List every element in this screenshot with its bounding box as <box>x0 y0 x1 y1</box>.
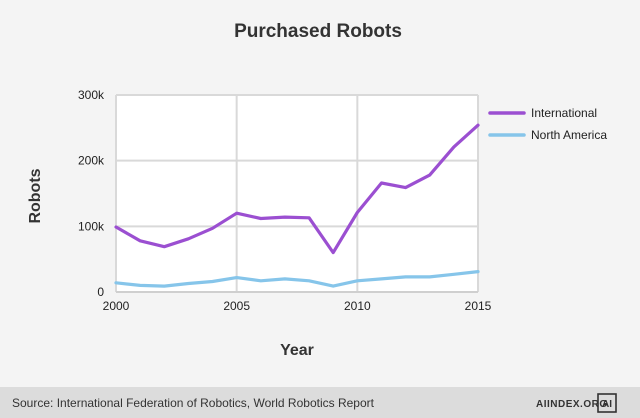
svg-text:AI: AI <box>602 399 612 410</box>
y-tick-label: 300k <box>78 88 105 102</box>
plot-area <box>116 95 478 292</box>
grid <box>115 94 479 293</box>
legend-label: International <box>531 106 597 120</box>
footer-bar <box>0 387 640 418</box>
y-tick-label: 0 <box>97 285 104 299</box>
series-line <box>114 123 480 255</box>
y-axis-title: Robots <box>27 168 44 223</box>
x-tick-label: 2010 <box>344 299 371 313</box>
x-axis-title: Year <box>280 342 314 359</box>
series-lines <box>114 123 480 288</box>
source-note: Source: International Federation of Robo… <box>12 396 375 410</box>
legend-label: North America <box>531 128 607 142</box>
series-line <box>114 270 480 288</box>
axis-ticks: 0 100k 200k 300k 2000 2005 2010 2015 <box>78 88 492 313</box>
y-tick-label: 200k <box>78 154 105 168</box>
brand-logo-icon: AI <box>597 393 617 413</box>
chart-title: Purchased Robots <box>234 21 402 42</box>
brand-name: AIINDEX.ORG <box>536 399 608 410</box>
x-tick-label: 2015 <box>465 299 492 313</box>
y-tick-label: 100k <box>78 219 105 233</box>
legend: International North America <box>488 106 607 142</box>
x-tick-label: 2005 <box>223 299 250 313</box>
x-tick-label: 2000 <box>103 299 130 313</box>
